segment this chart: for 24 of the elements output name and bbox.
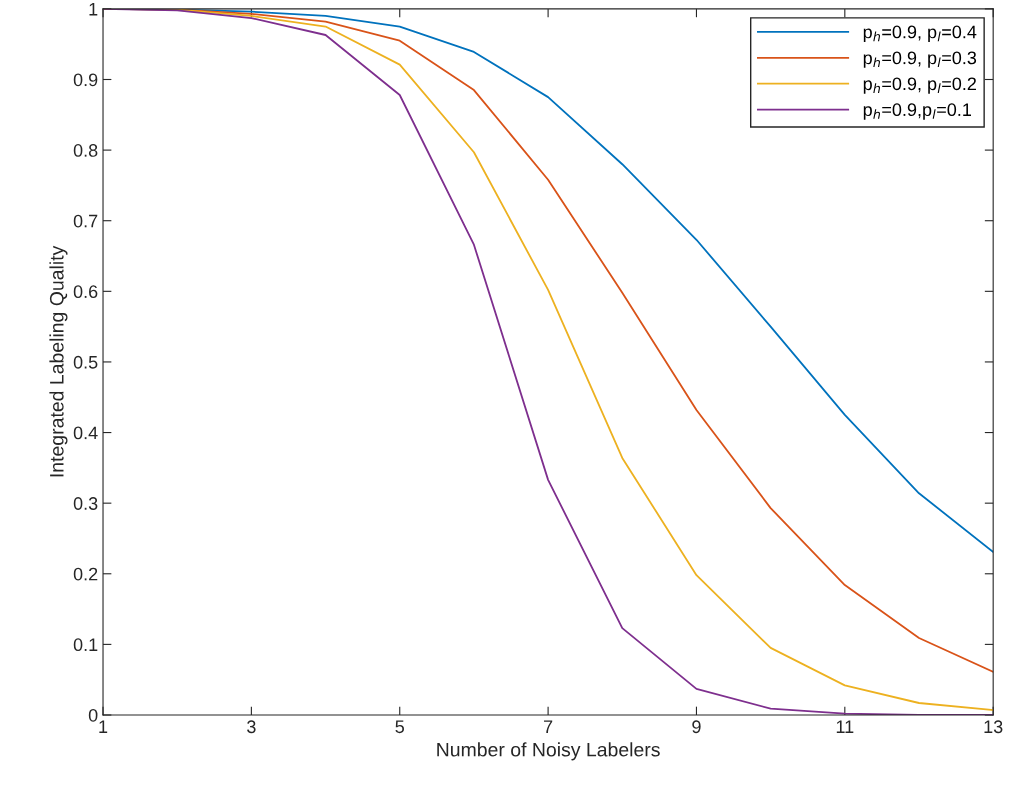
y-tick-label: 0.4 <box>73 426 98 440</box>
x-tick-label: 9 <box>692 720 701 734</box>
x-tick-label: 11 <box>836 720 854 733</box>
legend-label: p$_{h}$=0.9, p$_{l}$=0.2 <box>863 77 976 94</box>
y-tick-label: 0.1 <box>73 638 98 652</box>
x-tick-label: 5 <box>395 720 405 734</box>
legend-label: p$_{h}$=0.9,p$_{l}$=0.1 <box>863 103 971 120</box>
x-tick-label: 7 <box>544 720 553 733</box>
y-tick-label: 0.5 <box>73 355 98 369</box>
y-tick-label: 0.9 <box>73 73 98 87</box>
x-tick-label: 3 <box>247 720 256 734</box>
x-tick-label: 1 <box>99 720 108 733</box>
y-tick-label: 0.8 <box>73 144 98 157</box>
y-axis-title: Integrated Labeling Quality <box>49 245 68 477</box>
legend-label: p$_{h}$=0.9, p$_{l}$=0.3 <box>863 51 977 68</box>
legend-label: p$_{h}$=0.9, p$_{l}$=0.4 <box>863 25 977 42</box>
y-tick-label: 0 <box>88 708 98 722</box>
y-tick-label: 0.7 <box>73 214 98 228</box>
y-tick-label: 0.2 <box>73 567 98 581</box>
y-tick-label: 1 <box>89 3 98 16</box>
x-axis-title: Number of Noisy Labelers <box>437 742 660 761</box>
y-tick-label: 0.3 <box>73 497 98 510</box>
x-tick-label: 13 <box>984 720 1003 734</box>
y-tick-label: 0.6 <box>73 285 98 299</box>
